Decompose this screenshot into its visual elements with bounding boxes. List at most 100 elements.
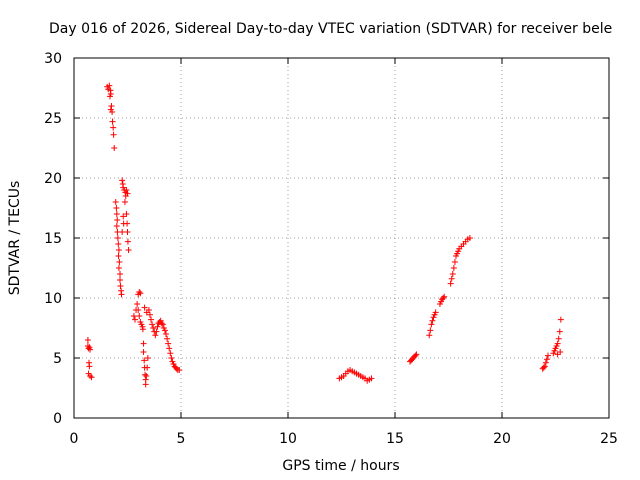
data-point	[432, 309, 439, 316]
x-tick-label: 20	[493, 431, 511, 447]
data-point	[115, 265, 122, 271]
data-point	[426, 332, 433, 339]
data-point	[85, 345, 92, 352]
y-tick-label: 10	[44, 291, 62, 307]
data-point	[545, 352, 552, 359]
y-tick-label: 5	[53, 351, 62, 367]
data-point	[84, 337, 91, 343]
y-tick-label: 15	[44, 231, 62, 247]
data-point	[450, 265, 457, 271]
y-tick-label: 25	[44, 111, 62, 127]
data-point	[140, 340, 147, 347]
data-point	[110, 131, 117, 138]
data-point	[87, 373, 94, 379]
data-point	[543, 356, 550, 363]
data-point	[428, 321, 435, 328]
data-point	[173, 365, 180, 372]
data-point	[117, 271, 124, 277]
data-point	[124, 190, 131, 197]
x-axis-label: GPS time / hours	[282, 458, 399, 474]
data-point	[554, 340, 561, 347]
data-point	[125, 247, 132, 253]
data-point	[134, 301, 141, 307]
data-point	[136, 313, 143, 319]
data-point	[106, 93, 113, 100]
data-point	[166, 345, 173, 352]
data-point	[141, 357, 148, 364]
data-point	[148, 316, 155, 323]
data-point	[143, 373, 150, 379]
data-point	[117, 283, 124, 289]
data-point	[115, 253, 122, 259]
data-point	[120, 220, 127, 227]
data-point	[441, 293, 448, 300]
data-point	[154, 323, 161, 330]
x-tick-label: 10	[279, 431, 297, 447]
data-point	[448, 275, 455, 282]
data-point	[149, 321, 156, 328]
data-point	[109, 109, 116, 115]
data-point	[114, 235, 121, 241]
data-point	[168, 355, 175, 361]
data-point	[124, 238, 131, 245]
data-point	[140, 349, 147, 355]
data-point	[466, 235, 473, 241]
data-point	[112, 199, 119, 205]
y-axis: 0 5 10 15 20 25 30	[44, 51, 609, 427]
data-point	[144, 355, 151, 361]
data-point	[114, 217, 121, 223]
data-point	[163, 331, 170, 337]
data-point	[115, 247, 122, 253]
data-point	[167, 350, 174, 357]
data-point	[118, 291, 125, 298]
data-point	[87, 346, 94, 353]
x-axis: 0 5 10 15 20 25	[70, 58, 618, 447]
data-point	[123, 211, 130, 217]
data-point	[142, 371, 149, 378]
data-point	[117, 277, 124, 283]
x-tick-label: 25	[600, 431, 618, 447]
data-point	[150, 325, 157, 331]
data-point	[121, 199, 128, 205]
data-point	[145, 307, 152, 313]
data-point	[429, 317, 436, 324]
data-point	[413, 351, 420, 358]
data-point	[139, 326, 146, 333]
y-tick-label: 30	[44, 51, 62, 67]
data-point	[108, 103, 115, 109]
data-point	[451, 259, 458, 265]
data-point	[557, 316, 564, 323]
data-point	[113, 211, 120, 217]
data-point	[109, 118, 116, 125]
data-point	[368, 375, 375, 382]
data-point	[176, 367, 183, 373]
x-tick-label: 15	[386, 431, 404, 447]
data-point	[447, 280, 454, 287]
data-point	[110, 124, 117, 131]
data-point	[159, 321, 166, 328]
y-tick-label: 20	[44, 171, 62, 187]
data-point	[427, 327, 434, 334]
data-point	[135, 307, 142, 313]
data-point	[142, 381, 149, 388]
data-point	[152, 332, 159, 339]
data-point	[119, 229, 126, 235]
y-axis-label: SDTVAR / TECUs	[7, 181, 23, 296]
data-point	[115, 241, 122, 247]
data-point	[113, 205, 120, 211]
data-point	[136, 289, 143, 295]
data-point	[88, 374, 95, 381]
data-point	[144, 364, 151, 371]
data-point	[137, 290, 144, 297]
data-point	[556, 328, 563, 335]
data-point	[541, 363, 548, 370]
data-point	[146, 311, 153, 318]
data-point	[161, 327, 168, 334]
data-point	[116, 259, 123, 265]
data-point	[119, 177, 126, 184]
data-point	[554, 351, 561, 358]
data-point	[540, 364, 547, 371]
data-point	[412, 352, 419, 359]
data-point	[555, 335, 562, 342]
